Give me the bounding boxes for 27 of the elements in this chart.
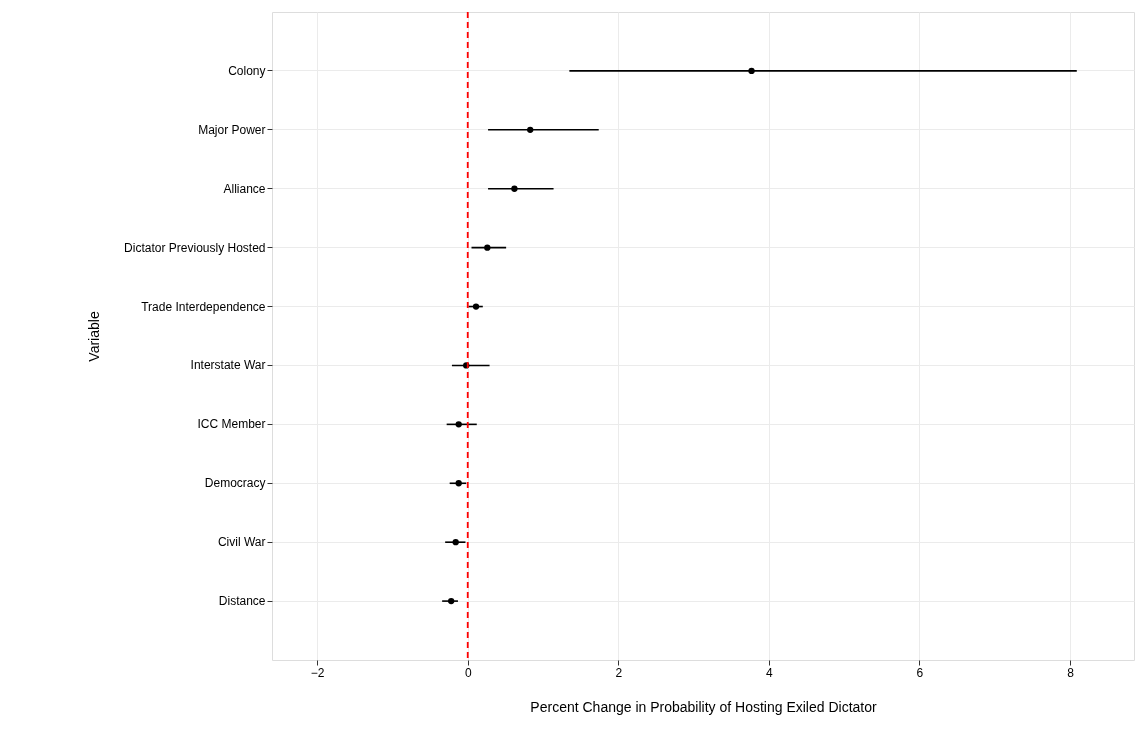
point — [511, 185, 518, 192]
x-tick-label: 2 — [615, 665, 623, 680]
point — [472, 303, 480, 310]
point — [484, 244, 491, 251]
y-tick-label: Interstate War — [190, 358, 266, 373]
point — [448, 597, 455, 605]
y-tick-label: Trade Interdependence — [141, 299, 266, 314]
y-axis-title: Variable — [86, 311, 103, 362]
y-tick-label: Major Power — [198, 122, 266, 137]
point — [527, 126, 534, 133]
point — [748, 67, 755, 75]
x-tick-label: 4 — [766, 665, 774, 680]
x-tick-label: 8 — [1067, 665, 1075, 680]
y-tick-label: ICC Member — [197, 417, 266, 432]
y-tick-label: Distance — [218, 594, 266, 609]
y-tick-label: Dictator Previously Hosted — [124, 240, 266, 255]
x-axis-title: Percent Change in Probability of Hosting Exiled Dictator — [530, 698, 877, 715]
x-tick-label: 0 — [464, 665, 472, 680]
y-tick-label: Civil War — [217, 535, 266, 550]
y-tick-label: Colony — [228, 63, 266, 78]
y-tick-label: Democracy — [204, 476, 266, 491]
x-tick-label: −2 — [310, 665, 325, 680]
x-tick-label: 6 — [916, 665, 924, 680]
point — [452, 539, 459, 546]
point — [455, 421, 462, 428]
y-tick-label: Alliance — [223, 181, 266, 196]
point — [455, 480, 462, 487]
